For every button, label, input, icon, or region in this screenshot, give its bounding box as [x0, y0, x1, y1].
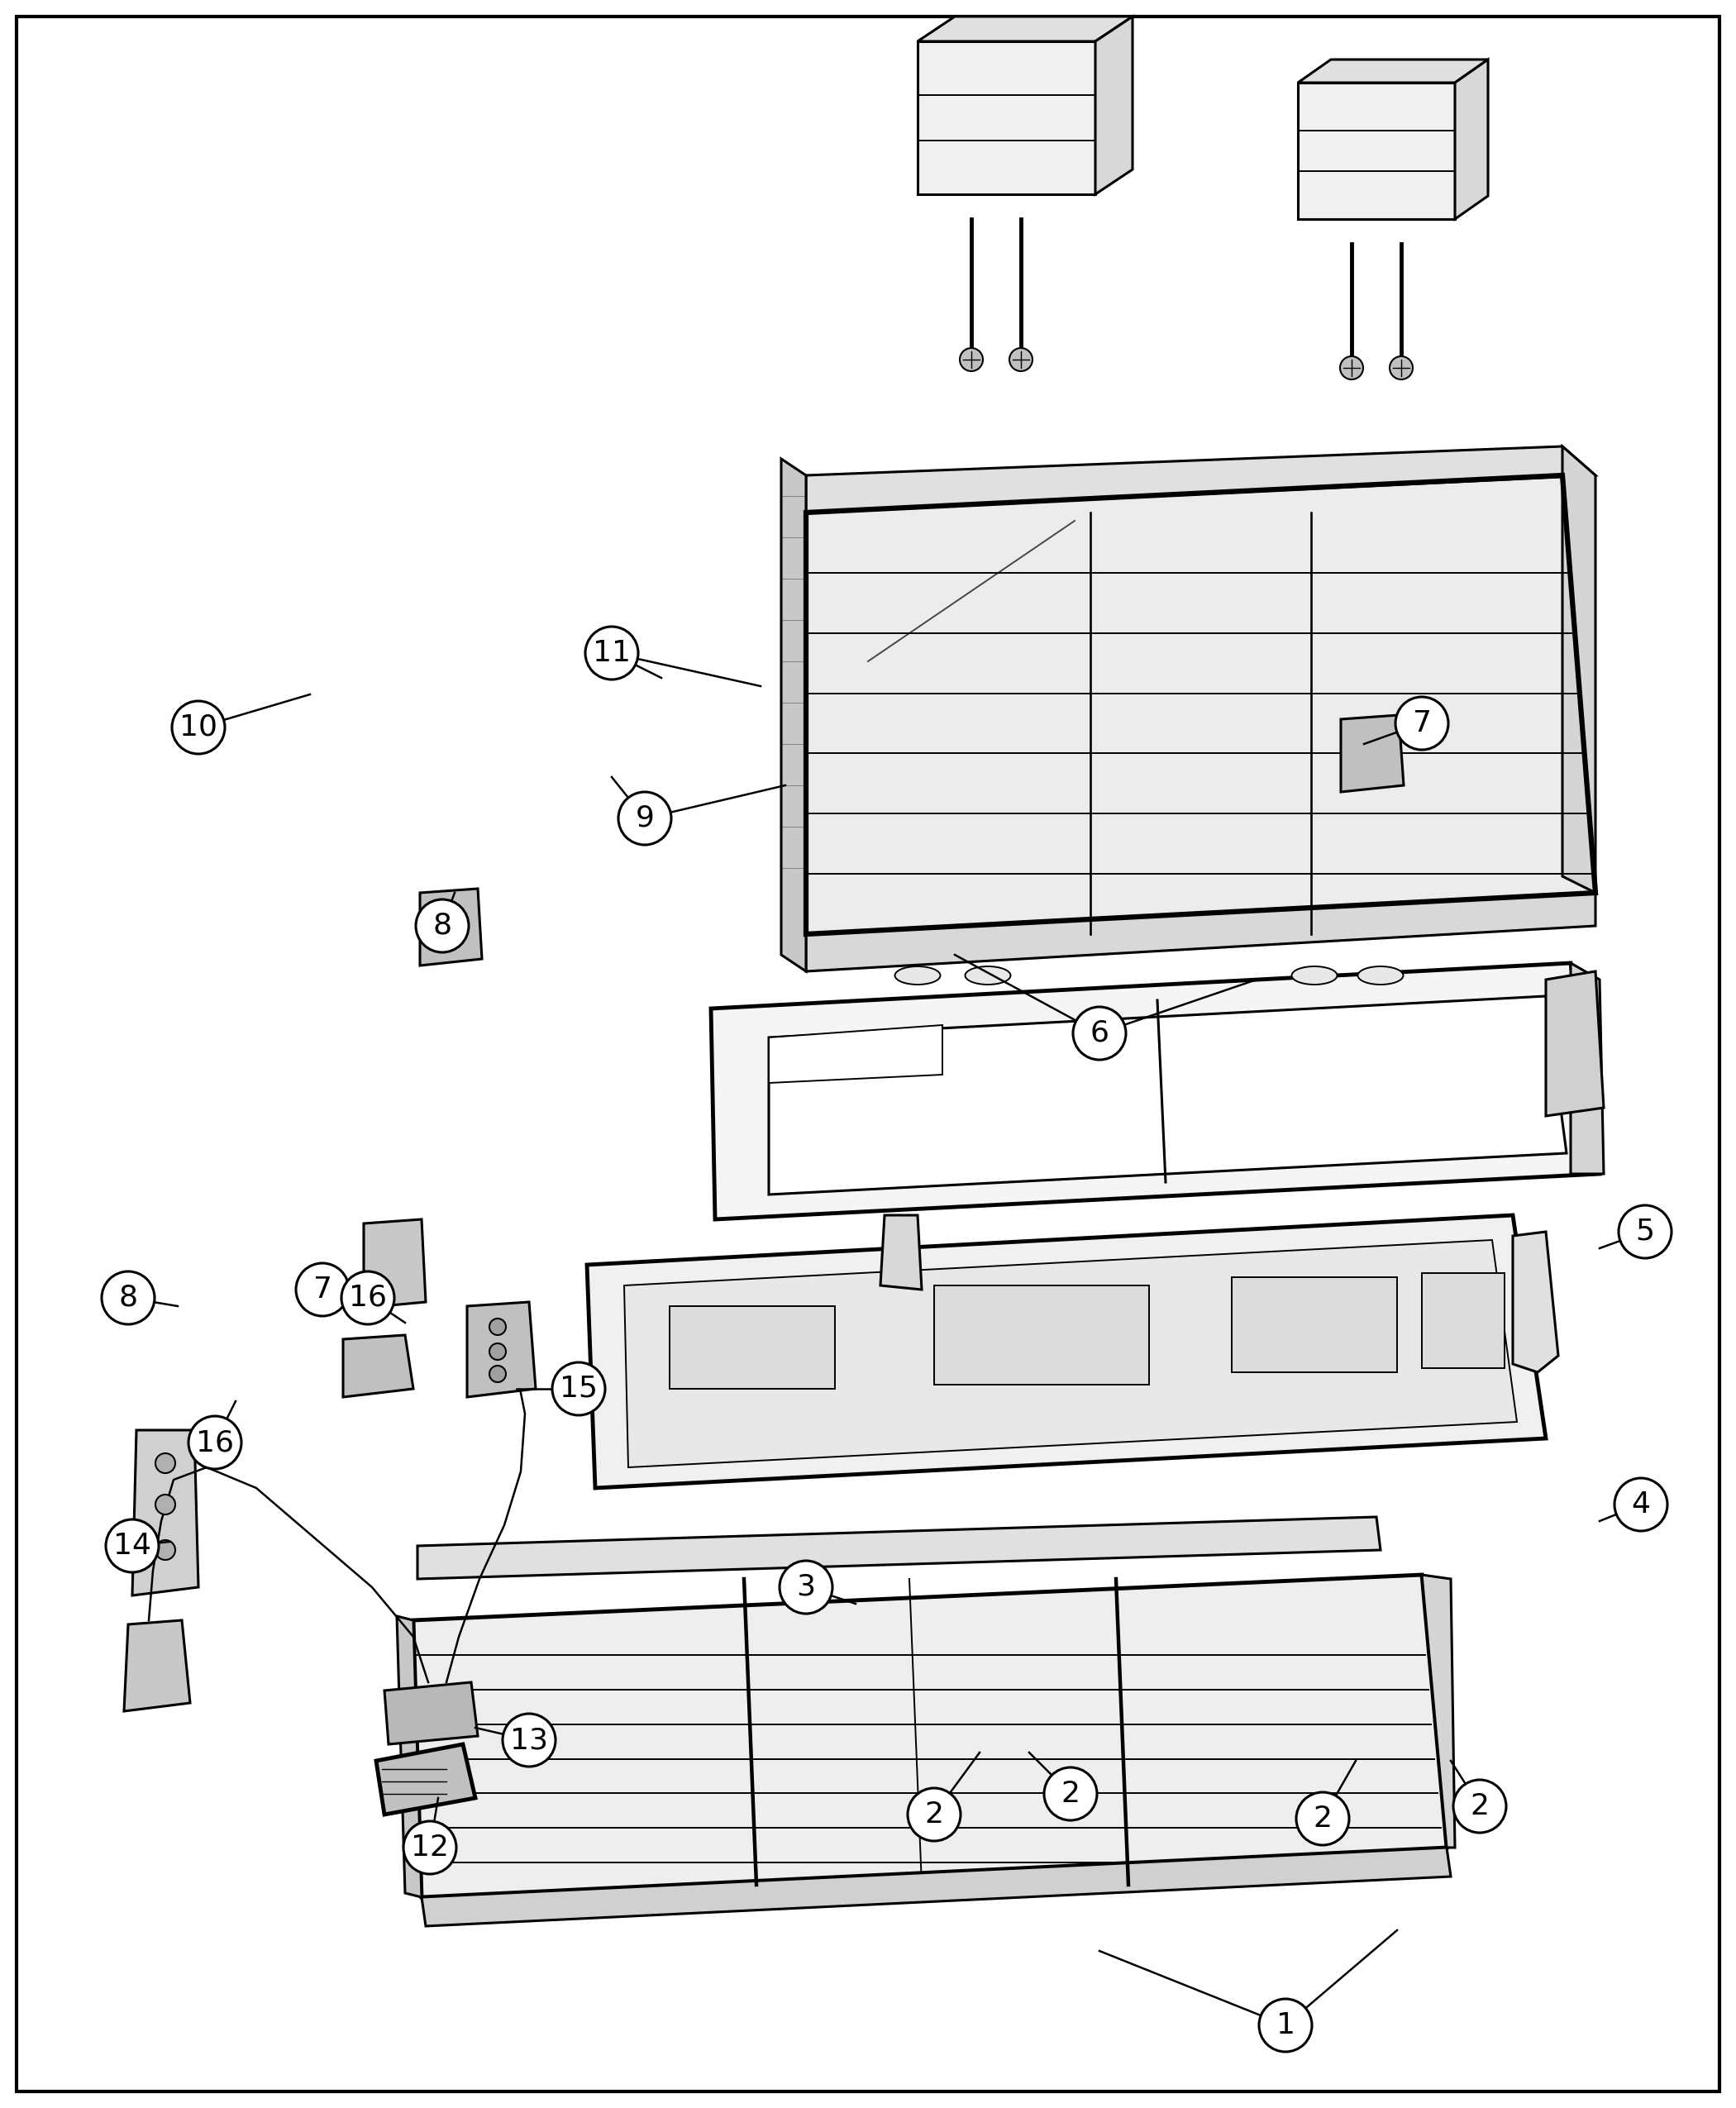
Text: 16: 16	[196, 1429, 234, 1457]
Text: 11: 11	[592, 639, 630, 666]
Polygon shape	[1422, 1575, 1455, 1847]
Text: 5: 5	[1635, 1218, 1654, 1246]
Circle shape	[618, 793, 672, 845]
Circle shape	[779, 1560, 833, 1613]
Circle shape	[1340, 356, 1363, 379]
Polygon shape	[712, 963, 1599, 1218]
Circle shape	[585, 626, 639, 679]
Text: 2: 2	[1061, 1779, 1080, 1809]
Ellipse shape	[894, 965, 941, 984]
Polygon shape	[1512, 1231, 1559, 1372]
Polygon shape	[420, 890, 483, 965]
Circle shape	[1259, 1998, 1312, 2051]
Text: 8: 8	[118, 1284, 137, 1311]
Text: 2: 2	[925, 1800, 944, 1828]
Polygon shape	[1340, 715, 1404, 793]
Text: 3: 3	[797, 1573, 816, 1602]
Polygon shape	[344, 1334, 413, 1398]
Ellipse shape	[965, 965, 1010, 984]
Polygon shape	[1422, 1273, 1505, 1368]
Circle shape	[106, 1520, 158, 1573]
Circle shape	[908, 1788, 960, 1840]
Polygon shape	[1562, 447, 1595, 894]
Polygon shape	[1545, 972, 1604, 1115]
Polygon shape	[918, 42, 1095, 194]
Circle shape	[156, 1541, 175, 1560]
Text: 1: 1	[1276, 2011, 1295, 2038]
Circle shape	[1009, 348, 1033, 371]
Polygon shape	[1095, 17, 1132, 194]
Text: 2: 2	[1470, 1792, 1489, 1821]
Circle shape	[172, 702, 226, 755]
Polygon shape	[806, 894, 1595, 972]
Polygon shape	[132, 1429, 198, 1596]
Text: 15: 15	[559, 1374, 597, 1402]
Circle shape	[1614, 1478, 1667, 1530]
Circle shape	[503, 1714, 556, 1767]
Polygon shape	[880, 1214, 922, 1290]
Circle shape	[156, 1452, 175, 1473]
Polygon shape	[918, 17, 1132, 42]
Circle shape	[960, 348, 983, 371]
Circle shape	[342, 1271, 394, 1324]
Text: 4: 4	[1632, 1490, 1651, 1518]
Polygon shape	[365, 1218, 425, 1307]
Polygon shape	[934, 1286, 1149, 1385]
Circle shape	[1396, 698, 1448, 750]
Text: 14: 14	[113, 1533, 151, 1560]
Text: 16: 16	[349, 1284, 387, 1311]
Polygon shape	[806, 474, 1595, 934]
Circle shape	[1073, 1008, 1127, 1060]
Ellipse shape	[1292, 965, 1337, 984]
Text: 8: 8	[432, 913, 451, 940]
Circle shape	[490, 1318, 505, 1334]
Circle shape	[1389, 356, 1413, 379]
Polygon shape	[769, 997, 1566, 1195]
Polygon shape	[377, 1743, 476, 1815]
Circle shape	[490, 1366, 505, 1383]
Circle shape	[156, 1495, 175, 1514]
Circle shape	[189, 1417, 241, 1469]
Ellipse shape	[1358, 965, 1403, 984]
Polygon shape	[417, 1518, 1380, 1579]
Text: 13: 13	[510, 1726, 549, 1754]
Text: 6: 6	[1090, 1020, 1109, 1048]
Circle shape	[102, 1271, 155, 1324]
Circle shape	[490, 1343, 505, 1360]
Polygon shape	[587, 1214, 1545, 1488]
Polygon shape	[398, 1617, 422, 1897]
Circle shape	[1043, 1767, 1097, 1821]
Text: 2: 2	[1312, 1804, 1332, 1832]
Polygon shape	[467, 1303, 536, 1398]
Text: 9: 9	[635, 805, 654, 833]
Circle shape	[417, 900, 469, 953]
Polygon shape	[1299, 82, 1455, 219]
Circle shape	[552, 1362, 606, 1414]
Circle shape	[1453, 1779, 1507, 1832]
Text: 7: 7	[312, 1275, 332, 1303]
Circle shape	[1297, 1792, 1349, 1844]
Polygon shape	[1299, 59, 1488, 82]
Polygon shape	[123, 1621, 191, 1712]
Circle shape	[403, 1821, 457, 1874]
Polygon shape	[1233, 1277, 1397, 1372]
Polygon shape	[781, 460, 806, 972]
Polygon shape	[670, 1307, 835, 1389]
Polygon shape	[625, 1240, 1517, 1467]
Circle shape	[295, 1263, 349, 1315]
Text: 10: 10	[179, 713, 217, 742]
Polygon shape	[1571, 963, 1604, 1174]
Polygon shape	[422, 1847, 1451, 1927]
Polygon shape	[1455, 59, 1488, 219]
Polygon shape	[413, 1575, 1446, 1897]
Circle shape	[1618, 1206, 1672, 1258]
Polygon shape	[384, 1682, 477, 1743]
Text: 12: 12	[411, 1834, 450, 1861]
Polygon shape	[806, 447, 1595, 512]
Text: 7: 7	[1413, 708, 1432, 738]
Polygon shape	[769, 1024, 943, 1084]
